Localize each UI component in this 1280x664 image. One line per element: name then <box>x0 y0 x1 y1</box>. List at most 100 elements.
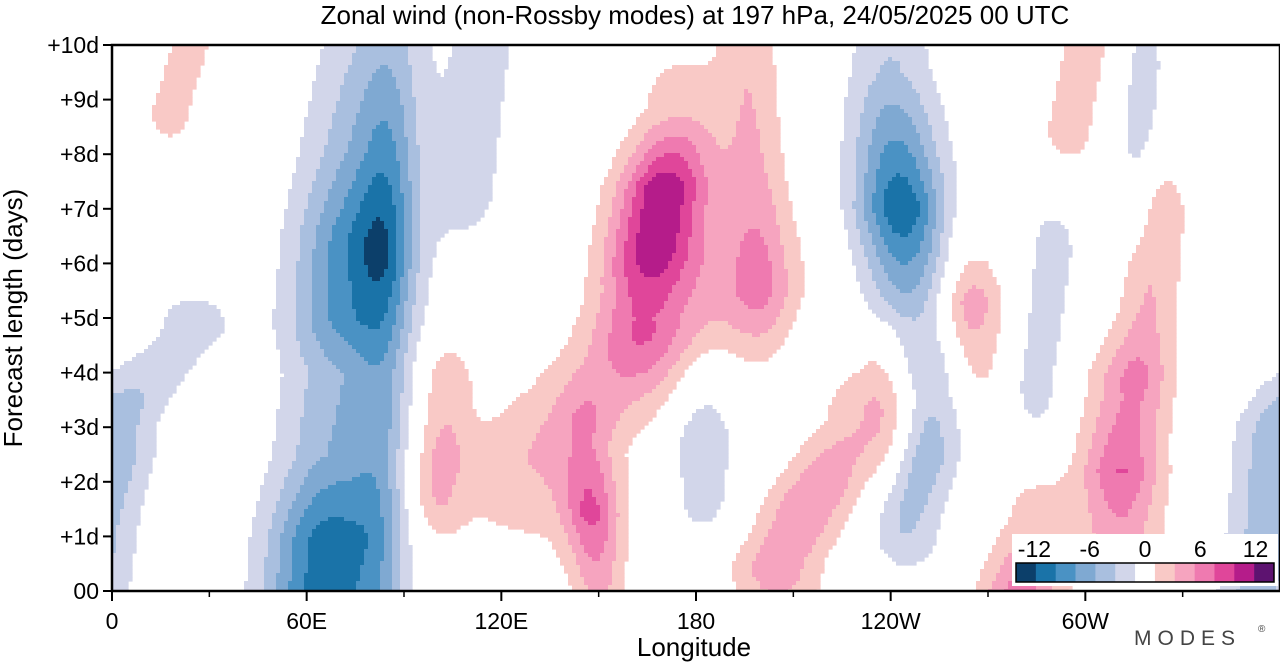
field-cell <box>644 153 665 158</box>
field-cell <box>612 429 641 434</box>
field-cell <box>780 313 797 318</box>
field-cell <box>412 245 421 250</box>
field-cell <box>808 465 853 470</box>
field-cell <box>904 345 941 350</box>
field-cell <box>264 473 289 478</box>
field-cell <box>404 301 417 306</box>
field-cell <box>616 293 629 298</box>
field-cell <box>276 305 297 310</box>
field-cell <box>1140 425 1157 430</box>
field-cell <box>924 105 945 110</box>
field-cell <box>400 413 409 418</box>
field-cell <box>928 165 941 170</box>
field-cell <box>588 273 605 278</box>
field-cell <box>1252 437 1280 442</box>
field-cell <box>400 509 409 514</box>
field-cell <box>120 365 193 370</box>
field-cell <box>908 365 945 370</box>
field-cell <box>392 509 401 514</box>
field-cell <box>540 425 573 430</box>
field-cell <box>264 561 281 566</box>
field-cell <box>656 325 681 330</box>
field-cell <box>696 409 717 414</box>
field-cell <box>412 209 421 214</box>
field-cell <box>1128 513 1149 518</box>
field-cell <box>660 73 777 78</box>
field-cell <box>628 237 637 242</box>
field-cell <box>136 437 157 442</box>
field-cell <box>328 305 353 310</box>
field-cell <box>376 173 385 178</box>
colorbar-swatch <box>1254 563 1275 582</box>
field-cell <box>580 313 597 318</box>
field-cell <box>1104 493 1137 498</box>
field-cell <box>432 469 461 474</box>
field-cell <box>912 429 925 434</box>
field-cell <box>860 453 885 458</box>
field-cell <box>616 277 629 282</box>
field-cell <box>120 521 141 526</box>
field-cell <box>660 381 677 386</box>
field-cell <box>456 473 541 478</box>
field-cell <box>280 561 293 566</box>
field-cell <box>812 461 857 466</box>
field-cell <box>872 269 885 274</box>
field-cell <box>1256 393 1280 398</box>
colorbar-swatch <box>1035 563 1056 582</box>
field-cell <box>268 541 281 546</box>
field-cell <box>736 277 773 282</box>
field-cell <box>900 513 921 518</box>
field-cell <box>316 337 345 342</box>
field-cell <box>596 405 629 410</box>
field-cell <box>924 189 937 194</box>
field-cell <box>372 181 389 186</box>
field-cell <box>768 181 789 186</box>
field-cell <box>620 173 633 178</box>
field-cell <box>268 461 293 466</box>
field-cell <box>928 297 937 302</box>
field-cell <box>1108 505 1133 510</box>
field-cell <box>864 101 921 106</box>
field-cell <box>400 581 413 586</box>
field-cell <box>380 573 393 578</box>
field-cell <box>1236 425 1257 430</box>
field-cell <box>1160 401 1173 406</box>
field-cell <box>776 509 833 514</box>
field-cell <box>880 537 937 542</box>
field-cell <box>684 501 721 506</box>
field-cell <box>452 489 553 494</box>
field-cell <box>432 449 461 454</box>
field-cell <box>620 413 657 418</box>
field-cell <box>732 325 773 330</box>
field-cell <box>316 173 337 178</box>
field-cell <box>112 373 185 378</box>
field-cell <box>608 509 617 514</box>
field-cell <box>404 309 413 314</box>
field-cell <box>1140 421 1157 426</box>
field-cell <box>688 513 717 518</box>
field-cell <box>276 269 297 274</box>
field-cell <box>1084 397 1105 402</box>
field-cell <box>416 129 501 134</box>
field-cell <box>592 241 605 246</box>
field-cell <box>960 277 997 282</box>
field-cell <box>368 233 389 238</box>
field-cell <box>984 321 1001 326</box>
field-cell <box>388 297 401 302</box>
field-cell <box>1100 481 1141 486</box>
field-cell <box>984 313 1001 318</box>
field-cell <box>132 357 197 362</box>
field-cell <box>1136 245 1181 250</box>
field-cell <box>428 517 473 522</box>
field-cell <box>1132 321 1157 326</box>
field-cell <box>304 573 361 578</box>
field-cell <box>844 125 861 130</box>
field-cell <box>944 217 953 222</box>
field-cell <box>420 181 493 186</box>
field-cell <box>408 289 417 294</box>
field-cell <box>312 189 329 194</box>
field-cell <box>876 181 889 186</box>
field-cell <box>560 513 573 518</box>
field-cell <box>1248 497 1280 502</box>
field-cell <box>424 505 557 510</box>
